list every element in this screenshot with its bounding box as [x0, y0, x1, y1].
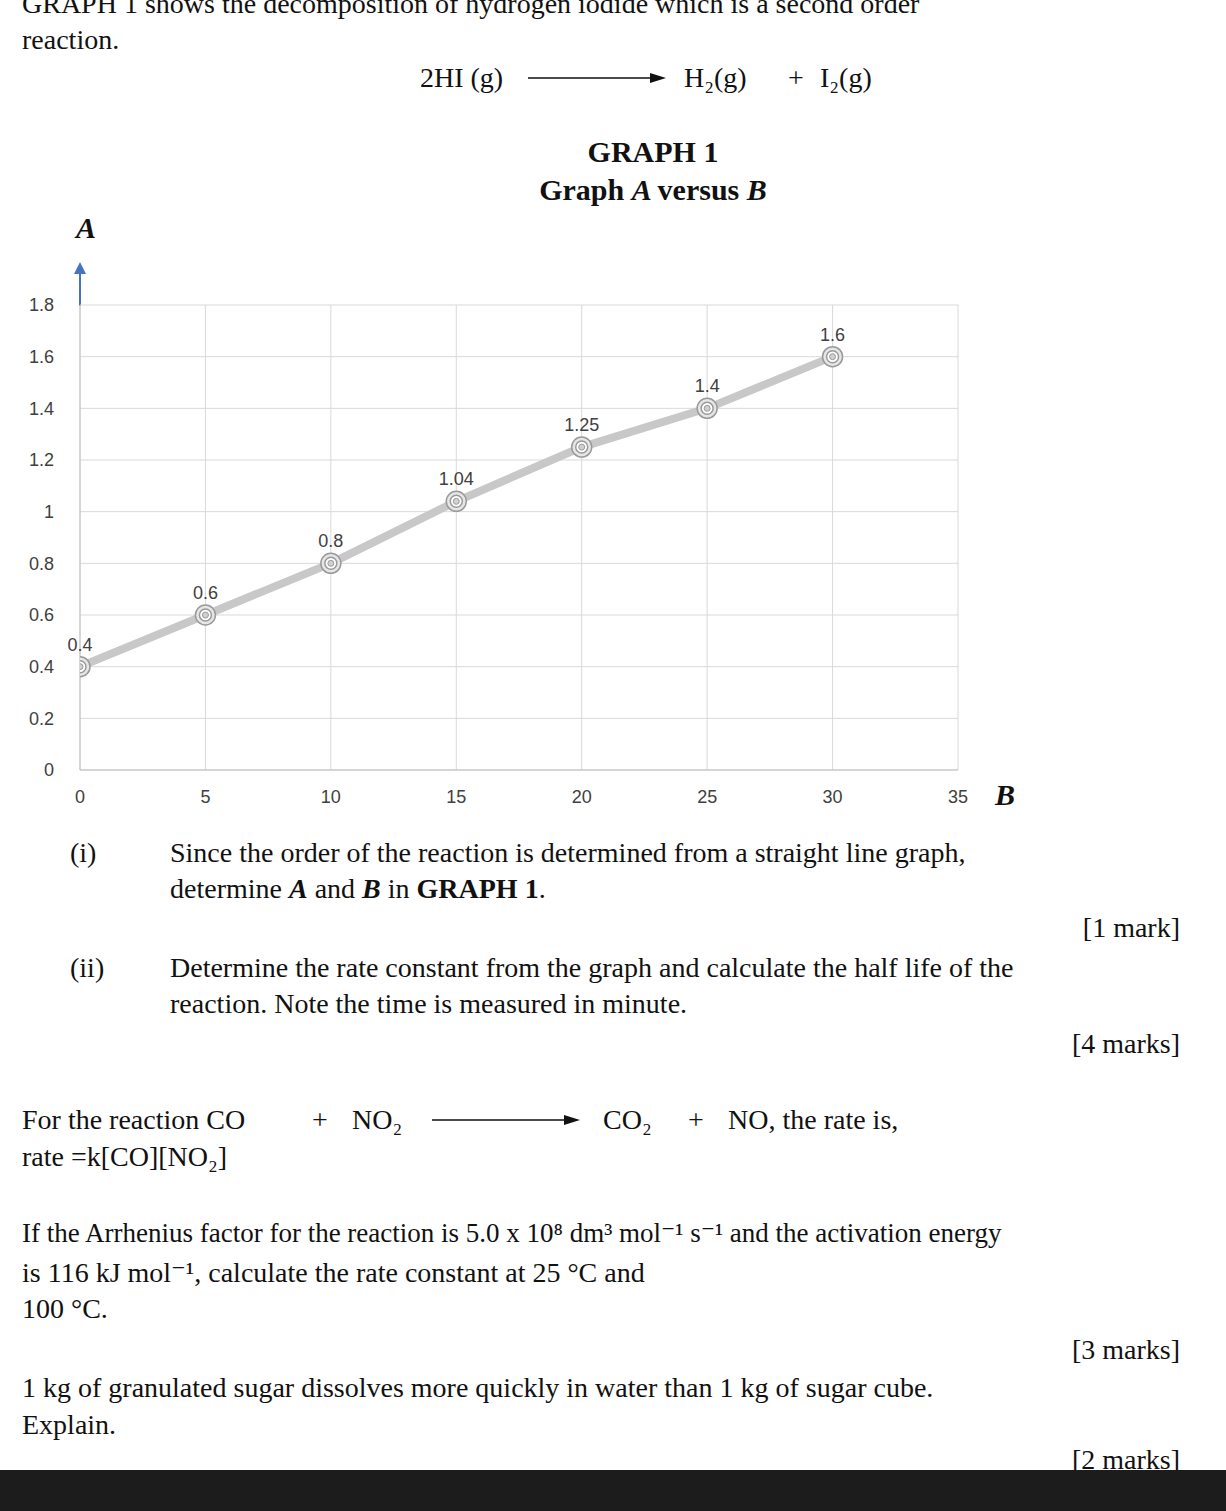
html-text:is 116 kJ mol⁻¹, calculate the: is 116 kJ mol⁻¹, calculate the rate cons… — [22, 1257, 645, 1288]
html-text:[3 marks]: [3 marks] — [1071, 1334, 1180, 1365]
html-text:determine A and B in GRAPH 1.: determine A and B in GRAPH 1. — [170, 873, 546, 904]
html-text:Graph A versus B: Graph A versus B — [539, 173, 767, 206]
svg-text:0.6: 0.6 — [193, 583, 218, 603]
svg-text:10: 10 — [321, 787, 341, 807]
html-text:Since the order of the reactio: Since the order of the reaction is deter… — [170, 837, 966, 868]
svg-text:1.25: 1.25 — [564, 415, 599, 435]
html-text:GRAPH 1: GRAPH 1 — [587, 135, 719, 168]
html-text:I₂(g): I₂(g) — [820, 62, 872, 93]
svg-text:0.2: 0.2 — [29, 709, 54, 729]
html-text:NO, the rate is,: NO, the rate is, — [728, 1104, 899, 1135]
svg-text:15: 15 — [446, 787, 466, 807]
html-text:[4 marks]: [4 marks] — [1071, 1028, 1180, 1059]
html-text:NO₂: NO₂ — [352, 1104, 403, 1135]
html-text:B: B — [995, 778, 1015, 811]
html-text:Explain.: Explain. — [22, 1409, 117, 1440]
svg-text:1.4: 1.4 — [695, 376, 720, 396]
svg-text:1: 1 — [44, 502, 54, 522]
html-text:2HI (g): 2HI (g) — [420, 62, 504, 93]
html-text:A: A — [76, 211, 96, 244]
html-text:reaction. Note the time is mea: reaction. Note the time is measured in m… — [170, 988, 688, 1019]
html-text:[2 marks]: [2 marks] — [1071, 1444, 1180, 1475]
svg-text:1.04: 1.04 — [439, 469, 474, 489]
html-text:100 °C.: 100 °C. — [22, 1293, 108, 1324]
html-text:rate =k[CO][NO₂]: rate =k[CO][NO₂] — [22, 1141, 228, 1172]
html-text:1 kg of granulated sugar disso: 1 kg of granulated sugar dissolves more … — [22, 1372, 934, 1403]
html-text:reaction.: reaction. — [22, 24, 120, 55]
html-text:[1 mark]: [1 mark] — [1082, 912, 1180, 943]
svg-text:25: 25 — [697, 787, 717, 807]
svg-text:0: 0 — [75, 787, 85, 807]
html-text:For the reaction CO: For the reaction CO — [22, 1104, 246, 1135]
svg-text:1.2: 1.2 — [29, 450, 54, 470]
svg-text:1.6: 1.6 — [820, 325, 845, 345]
svg-text:20: 20 — [572, 787, 592, 807]
html-text:If the Arrhenius factor for th: If the Arrhenius factor for the reaction… — [22, 1218, 1002, 1248]
svg-text:35: 35 — [948, 787, 968, 807]
svg-text:0: 0 — [44, 760, 54, 780]
svg-text:0.4: 0.4 — [29, 657, 54, 677]
svg-text:0.8: 0.8 — [29, 554, 54, 574]
html-text:(ii): (ii) — [70, 952, 105, 983]
svg-text:1.8: 1.8 — [29, 295, 54, 315]
svg-text:0.6: 0.6 — [29, 605, 54, 625]
svg-text:30: 30 — [823, 787, 843, 807]
html-text:(i): (i) — [70, 837, 97, 868]
svg-text:1.4: 1.4 — [29, 399, 54, 419]
html-text:CO₂: CO₂ — [603, 1104, 652, 1135]
svg-text:5: 5 — [200, 787, 210, 807]
svg-text:0.8: 0.8 — [318, 531, 343, 551]
svg-text:1.6: 1.6 — [29, 347, 54, 367]
svg-text:0.4: 0.4 — [67, 635, 92, 655]
html-text:H₂(g): H₂(g) — [684, 62, 747, 93]
html-text:Determine the rate constant fr: Determine the rate constant from the gra… — [170, 952, 1014, 983]
